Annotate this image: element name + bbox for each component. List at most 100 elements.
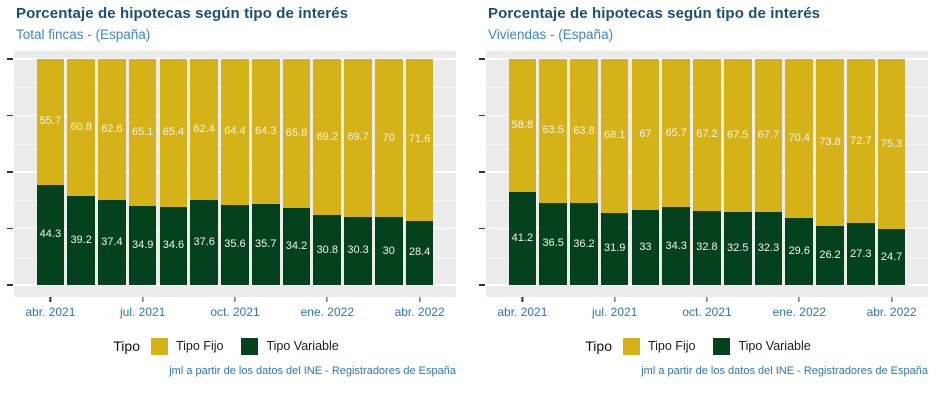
segment-tipo-variable: 30	[375, 217, 403, 285]
bar-1[interactable]: 55.7 44.3	[36, 59, 65, 285]
x-tick	[419, 297, 421, 302]
value-label: 63.8	[573, 124, 595, 137]
bar-11[interactable]: 69.7 30.3	[344, 59, 372, 285]
segment-tipo-variable: 32.3	[754, 212, 783, 285]
bar-4[interactable]: 65.1 34.9	[128, 59, 157, 285]
segment-tipo-variable: 37.6	[190, 200, 218, 285]
x-tick	[142, 297, 144, 302]
bar-6[interactable]: 62.4 37.6	[190, 59, 218, 285]
value-label: 34.2	[285, 239, 308, 252]
x-axis: abr. 2021 jul. 2021 oct. 2021 ene. 2022 abr.…	[497, 297, 917, 323]
value-label: 65.1	[131, 126, 154, 139]
value-label: 36.5	[542, 237, 564, 250]
legend-item-tipo-variable[interactable]: Tipo Variable	[241, 337, 339, 355]
x-tick-label: jul. 2021	[592, 305, 638, 319]
x-tick	[706, 297, 708, 302]
chart-subtitle: Total fincas - (España)	[16, 27, 151, 42]
bar-5[interactable]: 65.4 34.6	[159, 59, 188, 285]
y-tick	[7, 114, 13, 117]
segment-tipo-variable: 27.3	[847, 223, 875, 285]
page: Porcentaje de hipotecas según tipo de in…	[7, 5, 928, 377]
segment-tipo-variable: 37.4	[98, 200, 126, 285]
y-tick	[7, 227, 13, 230]
value-label: 35.7	[255, 238, 277, 251]
segment-tipo-fijo: 67.2	[693, 59, 721, 211]
plot-area: 55.7 44.3 60.8 39.2 62.6 37.4 65.1 34.9 65.4 34.6…	[7, 51, 456, 297]
value-label: 31.9	[603, 242, 626, 255]
bar-2[interactable]: 60.8 39.2	[67, 59, 95, 285]
segment-tipo-variable: 30.8	[313, 215, 342, 285]
y-axis-ticks	[7, 58, 14, 286]
segment-tipo-variable: 24.7	[877, 229, 906, 285]
bar-7[interactable]: 67.2 32.8	[693, 59, 721, 285]
legend-title: Tipo	[585, 338, 612, 354]
bar-8[interactable]: 67.5 32.5	[723, 59, 752, 285]
y-tick	[7, 171, 13, 173]
bar-12[interactable]: 70 30	[375, 59, 403, 285]
legend-swatch-tipo-fijo-icon	[150, 337, 168, 355]
segment-tipo-variable: 28.4	[405, 220, 434, 285]
x-tick	[614, 297, 616, 302]
segment-tipo-fijo: 65.4	[159, 59, 188, 207]
bar-13[interactable]: 75.3 24.7	[877, 59, 906, 285]
x-tick-label: abr. 2022	[394, 305, 445, 319]
legend-label-tipo-variable: Tipo Variable	[738, 339, 811, 353]
y-tick	[479, 114, 485, 117]
segment-tipo-fijo: 75.3	[877, 59, 906, 230]
bar-11[interactable]: 73.8 26.2	[816, 59, 844, 285]
value-label: 36.2	[573, 237, 595, 250]
legend-item-tipo-fijo[interactable]: Tipo Fijo	[622, 337, 696, 355]
caption: jml a partir de los datos del INE - Regi…	[641, 365, 928, 377]
bar-13[interactable]: 71.6 28.4	[405, 59, 434, 285]
x-tick-label: ene. 2022	[772, 305, 826, 319]
segment-tipo-fijo: 65.8	[282, 59, 311, 208]
bars: 55.7 44.3 60.8 39.2 62.6 37.4 65.1 34.9 65.4 34.6…	[35, 59, 435, 285]
value-label: 69.7	[347, 131, 369, 144]
value-label: 60.8	[70, 121, 92, 134]
legend-label-tipo-fijo: Tipo Fijo	[175, 339, 224, 353]
segment-tipo-fijo: 73.8	[816, 59, 844, 226]
legend-swatch-tipo-fijo-icon	[622, 337, 640, 355]
segment-tipo-fijo: 63.8	[570, 59, 598, 204]
value-label: 37.6	[193, 236, 215, 248]
bar-12[interactable]: 72.7 27.3	[847, 59, 875, 285]
segment-tipo-fijo: 65.1	[128, 59, 157, 207]
segment-tipo-variable: 26.2	[816, 225, 844, 285]
segment-tipo-fijo: 64.4	[221, 59, 249, 205]
value-label: 26.2	[819, 248, 841, 261]
segment-tipo-fijo: 62.4	[190, 59, 218, 201]
bar-7[interactable]: 64.4 35.6	[221, 59, 249, 285]
bar-9[interactable]: 65.8 34.2	[282, 59, 311, 285]
legend-item-tipo-fijo[interactable]: Tipo Fijo	[150, 337, 224, 355]
value-label: 65.8	[285, 126, 308, 139]
y-tick	[479, 171, 485, 173]
x-tick-label: abr. 2021	[497, 305, 548, 319]
bar-8[interactable]: 64.3 35.7	[251, 59, 280, 285]
bar-5[interactable]: 67 33	[631, 59, 660, 285]
bar-3[interactable]: 62.6 37.4	[98, 59, 126, 285]
bar-4[interactable]: 68.1 31.9	[600, 59, 629, 285]
legend: Tipo Tipo Fijo Tipo Variable	[486, 334, 928, 358]
segment-tipo-fijo: 63.5	[539, 59, 567, 203]
legend-swatch-tipo-variable-icon	[241, 337, 259, 355]
segment-tipo-variable: 34.3	[662, 207, 690, 285]
bar-2[interactable]: 63.5 36.5	[539, 59, 567, 285]
value-label: 30.8	[316, 243, 338, 256]
bars: 58.8 41.2 63.5 36.5 63.8 36.2 68.1 31.9 67 33 65.7…	[507, 59, 907, 285]
value-label: 73.8	[819, 135, 841, 148]
bar-9[interactable]: 67.7 32.3	[754, 59, 783, 285]
bar-1[interactable]: 58.8 41.2	[508, 59, 537, 285]
value-label: 67	[639, 128, 652, 141]
legend-item-tipo-variable[interactable]: Tipo Variable	[713, 337, 811, 355]
segment-tipo-fijo: 71.6	[405, 59, 434, 221]
value-label: 32.8	[696, 241, 718, 254]
bar-3[interactable]: 63.8 36.2	[570, 59, 598, 285]
chart-title: Porcentaje de hipotecas según tipo de in…	[16, 5, 349, 22]
bar-10[interactable]: 70.4 29.6	[785, 59, 814, 285]
bar-10[interactable]: 69.2 30.8	[313, 59, 342, 285]
legend-label-tipo-fijo: Tipo Fijo	[647, 339, 696, 353]
segment-tipo-fijo: 62.6	[98, 59, 126, 201]
x-tick-label: oct. 2021	[682, 305, 732, 319]
segment-tipo-fijo: 58.8	[508, 59, 537, 192]
bar-6[interactable]: 65.7 34.3	[662, 59, 690, 285]
